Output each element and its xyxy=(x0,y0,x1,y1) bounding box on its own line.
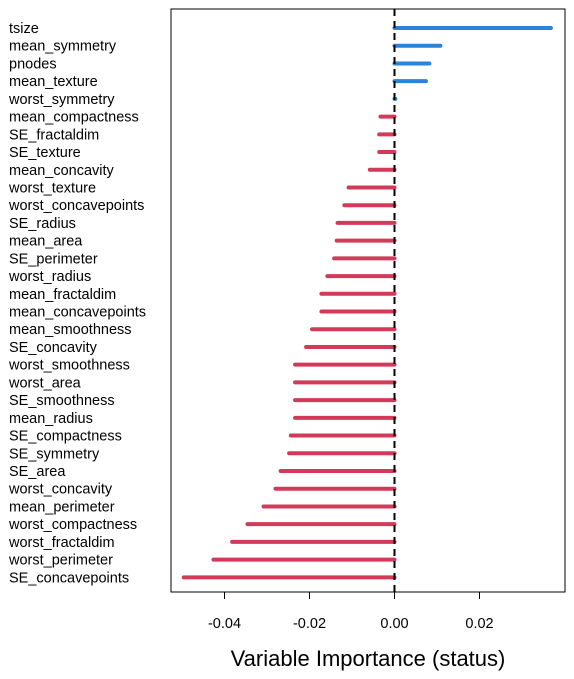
variable-label: mean_perimeter xyxy=(9,499,115,515)
x-tick-label: 0.00 xyxy=(380,616,408,632)
variable-label: pnodes xyxy=(9,56,57,72)
variable-label: SE_symmetry xyxy=(9,446,100,462)
variable-label: mean_radius xyxy=(9,411,93,427)
variable-label: mean_area xyxy=(9,234,83,250)
bars-layer xyxy=(181,26,553,580)
variable-label: mean_compactness xyxy=(9,110,139,126)
variable-label: mean_concavepoints xyxy=(9,305,146,321)
variable-label: mean_texture xyxy=(9,74,98,90)
variable-label: worst_texture xyxy=(8,180,96,196)
variable-label: SE_smoothness xyxy=(9,393,115,409)
variable-label: SE_area xyxy=(9,464,66,480)
plot-frame xyxy=(170,8,566,593)
variable-label: SE_fractaldim xyxy=(9,127,99,143)
variable-label: worst_radius xyxy=(8,269,91,285)
variable-label: SE_radius xyxy=(9,216,76,232)
variable-label: SE_perimeter xyxy=(9,251,98,267)
x-tick-label: -0.02 xyxy=(293,616,326,632)
variable-label: SE_compactness xyxy=(9,429,122,445)
variable-label: worst_symmetry xyxy=(8,92,115,108)
variable-label: mean_smoothness xyxy=(9,322,132,338)
variable-label: tsize xyxy=(9,21,39,37)
variable-label: mean_fractaldim xyxy=(9,287,116,303)
variable-label: worst_perimeter xyxy=(8,553,113,569)
x-tick-label: -0.04 xyxy=(208,616,241,632)
variable-label: worst_concavepoints xyxy=(8,198,144,214)
x-tick-label: 0.02 xyxy=(465,616,493,632)
variable-label: SE_concavity xyxy=(9,340,98,356)
variable-label: worst_area xyxy=(8,375,82,391)
variable-label: mean_concavity xyxy=(9,163,115,179)
variable-label: mean_symmetry xyxy=(9,39,117,55)
x-axis: -0.04 -0.02 0.00 0.02 xyxy=(208,592,494,632)
variable-label: worst_smoothness xyxy=(8,358,130,374)
variable-label: worst_concavity xyxy=(8,482,113,498)
variable-label: worst_fractaldim xyxy=(8,535,115,551)
variable-label: SE_texture xyxy=(9,145,81,161)
variable-label: worst_compactness xyxy=(8,517,137,533)
x-axis-title: Variable Importance (status) xyxy=(231,646,506,671)
variable-label: SE_concavepoints xyxy=(9,570,129,586)
